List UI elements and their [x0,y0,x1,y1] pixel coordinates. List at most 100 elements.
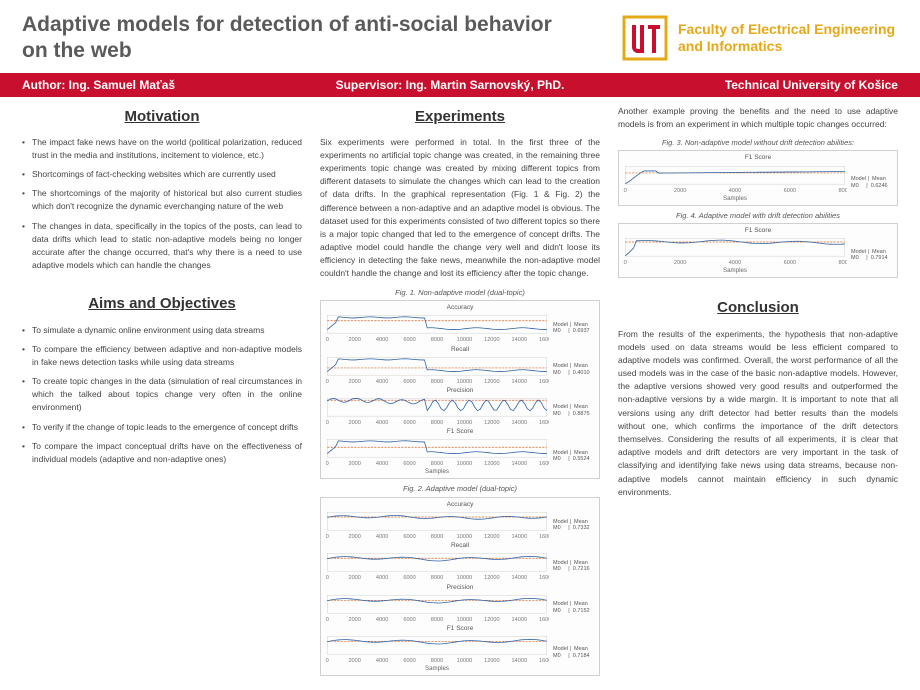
svg-text:4000: 4000 [376,534,388,540]
svg-text:16000: 16000 [539,420,549,426]
svg-text:8000: 8000 [431,337,443,343]
experiments-title: Experiments [320,105,600,128]
svg-text:6000: 6000 [784,260,796,266]
svg-text:0: 0 [326,379,329,385]
svg-text:8000: 8000 [431,461,443,467]
svg-text:10000: 10000 [457,461,473,467]
motivation-title: Motivation [22,105,302,128]
university-logo-icon [622,15,668,61]
svg-text:14000: 14000 [512,658,528,664]
metric-chart-svg: 0200040006000800010000120001400016000 [325,313,549,343]
svg-text:0: 0 [326,337,329,343]
svg-text:4000: 4000 [376,337,388,343]
svg-text:10000: 10000 [457,337,473,343]
svg-text:12000: 12000 [484,379,500,385]
metric-title: F1 Score [325,624,595,634]
svg-text:4000: 4000 [729,260,741,266]
metric-chart-svg: 0200040006000800010000120001400016000 [325,551,549,581]
metric-chart-svg: 0200040006000800010000120001400016000 [325,510,549,540]
svg-text:4000: 4000 [729,188,741,194]
svg-text:0: 0 [326,617,329,623]
list-item: To simulate a dynamic online environment… [22,324,302,337]
svg-text:Samples: Samples [425,468,449,475]
svg-text:2000: 2000 [348,575,360,581]
svg-text:12000: 12000 [484,658,500,664]
svg-text:16000: 16000 [539,575,549,581]
svg-text:0: 0 [624,188,627,194]
svg-text:4000: 4000 [376,575,388,581]
metric-title: Precision [325,386,595,396]
svg-text:6000: 6000 [403,337,415,343]
svg-text:10000: 10000 [457,575,473,581]
list-item: The impact fake news have on the world (… [22,136,302,162]
list-item: The changes in data, specifically in the… [22,220,302,273]
metric-legend: Model | Mean M0 | 0.7332 [553,519,595,532]
fig3-chart: F1 Score 02000400060008000 Samples Model… [618,150,898,205]
metric-chart-svg: 0200040006000800010000120001400016000 Sa… [325,437,549,475]
metric-legend: Model | Mean M0 | 0.7216 [553,560,595,573]
svg-text:4000: 4000 [376,379,388,385]
svg-text:12000: 12000 [484,617,500,623]
fig2-chart: Accuracy 0 2000 4000 6000 8000 10000 12000 1400… [320,497,600,676]
fig4-caption: Fig. 4. Adaptive model with drift detect… [618,210,898,222]
author-label: Author: Ing. Samuel Maťaš [22,78,175,92]
aims-title: Aims and Objectives [22,292,302,315]
fig3-caption: Fig. 3. Non-adaptive model without drift… [618,137,898,149]
svg-text:2000: 2000 [348,420,360,426]
svg-text:16000: 16000 [539,534,549,540]
svg-text:6000: 6000 [403,420,415,426]
metric-title: F1 Score [325,427,595,437]
list-item: The shortcomings of the majority of hist… [22,187,302,213]
svg-text:6000: 6000 [784,188,796,194]
svg-text:14000: 14000 [512,379,528,385]
svg-text:2000: 2000 [674,188,686,194]
author-bar: Author: Ing. Samuel Maťaš Supervisor: In… [0,73,920,97]
svg-text:16000: 16000 [539,658,549,664]
metric-legend: Model | Mean M0 | 0.7914 [851,249,893,262]
svg-text:16000: 16000 [539,379,549,385]
col3-intro: Another example proving the benefits and… [618,105,898,131]
conclusion-paragraph: From the results of the experiments, the… [618,328,898,499]
svg-text:8000: 8000 [839,260,847,266]
list-item: To compare the impact conceptual drifts … [22,440,302,466]
svg-text:2000: 2000 [348,617,360,623]
poster-title: Adaptive models for detection of anti-so… [22,12,552,65]
svg-text:Samples: Samples [425,665,449,672]
svg-text:8000: 8000 [431,617,443,623]
svg-text:14000: 14000 [512,337,528,343]
metric-title: Precision [325,583,595,593]
metric-legend: Model | Mean M0 | 0.5524 [553,450,595,463]
metric-title: Recall [325,345,595,355]
svg-text:16000: 16000 [539,337,549,343]
svg-text:16000: 16000 [539,461,549,467]
aims-list: To simulate a dynamic online environment… [22,324,302,467]
svg-text:0: 0 [326,420,329,426]
svg-text:10000: 10000 [457,617,473,623]
metric-chart-svg: 0200040006000800010000120001400016000 Sa… [325,634,549,672]
list-item: To compare the efficiency between adapti… [22,343,302,369]
metric-legend: Model | Mean M0 | 0.8875 [553,404,595,417]
svg-text:8000: 8000 [431,575,443,581]
svg-text:2000: 2000 [348,461,360,467]
university-label: Technical University of Košice [725,78,898,92]
svg-text:6000: 6000 [403,658,415,664]
svg-text:16000: 16000 [539,617,549,623]
svg-text:6000: 6000 [403,379,415,385]
svg-text:4000: 4000 [376,461,388,467]
svg-text:4000: 4000 [376,420,388,426]
svg-text:2000: 2000 [674,260,686,266]
svg-text:6000: 6000 [403,461,415,467]
svg-text:2000: 2000 [348,534,360,540]
motivation-list: The impact fake news have on the world (… [22,136,302,273]
logo-wrap: Faculty of Electrical Engineering and In… [622,15,898,61]
metric-title: Accuracy [325,500,595,510]
svg-text:2000: 2000 [348,337,360,343]
svg-text:10000: 10000 [457,534,473,540]
conclusion-title: Conclusion [618,296,898,319]
svg-text:10000: 10000 [457,379,473,385]
svg-text:14000: 14000 [512,420,528,426]
experiments-paragraph: Six experiments were performed in total.… [320,136,600,281]
svg-text:Samples: Samples [723,194,747,201]
faculty-name: Faculty of Electrical Engineering and In… [678,21,898,55]
svg-text:6000: 6000 [403,534,415,540]
